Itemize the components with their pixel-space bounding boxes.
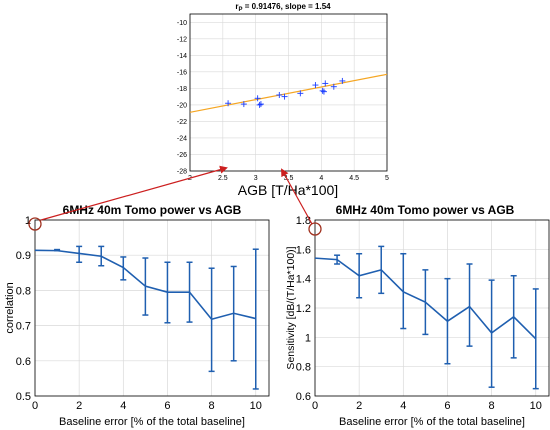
scatter-x-tick: 2.5 — [218, 175, 228, 182]
scatter-y-tick: -28 — [177, 169, 187, 176]
scatter-point — [322, 80, 329, 87]
correlation-x-tick: 4 — [120, 400, 126, 412]
correlation-x-tick: 0 — [32, 400, 38, 412]
scatter-y-tick: -26 — [177, 152, 187, 159]
scatter-y-tick: -18 — [177, 86, 187, 93]
correlation-error-bar — [252, 248, 259, 390]
arrow-left-to-scatter — [40, 165, 228, 221]
correlation-error-bar — [76, 245, 83, 263]
scatter-point — [225, 100, 232, 107]
sensitivity-x-tick: 0 — [312, 400, 318, 412]
correlation-y-tick: 0.6 — [16, 356, 31, 368]
scatter-x-tick: 3.5 — [284, 175, 294, 182]
scatter-x-tick: 4.5 — [349, 175, 359, 182]
sensitivity-series-line — [314, 257, 537, 340]
sensitivity-x-tick: 8 — [489, 400, 495, 412]
correlation-x-tick: 2 — [76, 400, 82, 412]
sensitivity-y-tick: 0.8 — [296, 362, 311, 374]
scatter-tick-labels: 22.533.544.55-10-12-14-16-18-20-22-24-26… — [177, 20, 389, 182]
arrow-right-to-scatter — [281, 168, 313, 225]
correlation-axes-box — [34, 219, 270, 397]
sensitivity-x-tick: 2 — [356, 400, 362, 412]
scatter-axes-box — [189, 13, 388, 172]
regression-line — [189, 73, 388, 113]
scatter-y-tick: -24 — [177, 135, 187, 142]
scatter-point — [320, 88, 327, 95]
correlation-y-tick: 0.7 — [16, 321, 31, 333]
sensitivity-chart-title: 6MHz 40m Tomo power vs AGB — [336, 203, 515, 217]
scatter-point — [339, 77, 346, 84]
scatter-y-tick: -20 — [177, 102, 187, 109]
correlation-x-tick: 6 — [164, 400, 170, 412]
correlation-y-tick: 0.5 — [16, 391, 31, 403]
scatter-point — [312, 82, 319, 89]
scatter-point — [240, 101, 247, 108]
correlation-y-tick: 0.9 — [16, 250, 31, 262]
sensitivity-x-tick: 4 — [400, 400, 406, 412]
sensitivity-y-tick: 1.6 — [296, 244, 311, 256]
correlation-tick-labels: 0 2 4 6 8 10 1 0.9 0.8 0.7 0.6 0.5 — [16, 215, 262, 412]
scatter-y-tick: -14 — [177, 53, 187, 60]
scatter-y-tick: -12 — [177, 36, 187, 43]
sensitivity-y-tick: 1 — [305, 332, 311, 344]
correlation-error-bars — [54, 245, 259, 390]
scatter-x-label: AGB [T/Ha*100] — [238, 182, 338, 198]
scatter-x-tick: 4 — [319, 175, 323, 182]
correlation-x-tick: 10 — [250, 400, 262, 412]
scatter-point — [297, 90, 304, 97]
scatter-title: rP = 0.91476, slope = 1.54 — [235, 2, 331, 13]
correlation-x-tick: 8 — [209, 400, 215, 412]
correlation-chart: 6MHz 40m Tomo power vs AGB 0 2 4 6 8 10 1 0.9 0.… — [4, 203, 270, 428]
sensitivity-tick-labels: 0 2 4 6 8 10 1.8 1.6 1.4 1.2 1 0.8 0.6 — [296, 215, 542, 412]
correlation-y-tick: 1 — [25, 215, 31, 227]
sensitivity-error-bar — [466, 263, 473, 347]
sensitivity-chart: 6MHz 40m Tomo power vs AGB 0 2 4 6 8 10 1.8 1.6… — [285, 203, 550, 428]
scatter-point — [319, 87, 326, 94]
sensitivity-axes-box — [314, 219, 550, 397]
scatter-y-tick: -16 — [177, 69, 187, 76]
scatter-grid — [189, 14, 388, 172]
sensitivity-x-tick: 10 — [530, 400, 542, 412]
sensitivity-y-tick: 1.2 — [296, 303, 311, 315]
scatter-y-tick: -10 — [177, 20, 187, 27]
sensitivity-x-label: Baseline error [% of the total baseline] — [339, 416, 525, 428]
sensitivity-y-tick: 0.6 — [296, 391, 311, 403]
correlation-x-label: Baseline error [% of the total baseline] — [59, 416, 245, 428]
correlation-y-label: correlation — [4, 282, 16, 333]
scatter-point — [330, 83, 337, 90]
scatter-point — [257, 101, 264, 108]
sensitivity-x-tick: 6 — [444, 400, 450, 412]
scatter-y-tick: -22 — [177, 119, 187, 126]
scatter-point — [276, 91, 283, 98]
scatter-x-tick: 3 — [254, 175, 258, 182]
correlation-y-tick: 0.8 — [16, 285, 31, 297]
sensitivity-highlight-circle — [308, 222, 322, 236]
scatter-point — [281, 93, 288, 100]
correlation-series-line — [34, 249, 256, 321]
scatter-points — [225, 77, 346, 108]
scatter-point — [256, 101, 263, 108]
scatter-x-tick: 5 — [385, 175, 389, 182]
correlation-highlight-circle — [28, 217, 42, 231]
sensitivity-y-label: Sensitivity [dB/(T/Ha*100)] — [285, 246, 297, 369]
scatter-point — [254, 95, 261, 102]
sensitivity-y-tick: 1.4 — [296, 274, 311, 286]
sensitivity-error-bars — [334, 245, 539, 390]
scatter-chart: rP = 0.91476, slope = 1.54 22.533.544.55… — [177, 2, 389, 198]
sensitivity-y-tick: 1.8 — [296, 215, 311, 227]
correlation-chart-title: 6MHz 40m Tomo power vs AGB — [63, 203, 242, 217]
